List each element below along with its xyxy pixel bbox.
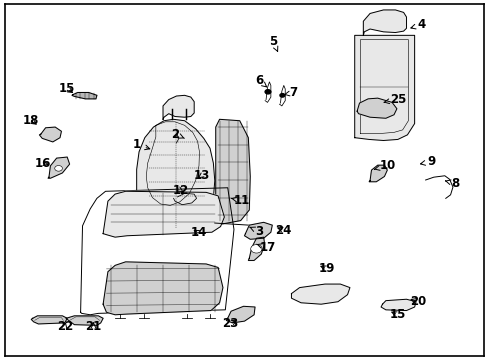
Polygon shape bbox=[103, 262, 223, 315]
Polygon shape bbox=[356, 98, 396, 118]
Text: 7: 7 bbox=[283, 86, 297, 99]
Text: 15: 15 bbox=[59, 82, 75, 95]
Polygon shape bbox=[40, 127, 61, 142]
Text: 13: 13 bbox=[193, 169, 209, 182]
Polygon shape bbox=[137, 119, 214, 231]
Polygon shape bbox=[66, 316, 103, 325]
Polygon shape bbox=[103, 191, 224, 237]
Circle shape bbox=[250, 244, 262, 253]
Text: 21: 21 bbox=[85, 320, 102, 333]
Text: 20: 20 bbox=[409, 295, 425, 308]
Text: 11: 11 bbox=[231, 194, 250, 207]
Text: 19: 19 bbox=[318, 262, 334, 275]
Polygon shape bbox=[226, 306, 255, 323]
Text: 10: 10 bbox=[374, 159, 396, 172]
Text: 9: 9 bbox=[420, 155, 435, 168]
Circle shape bbox=[280, 94, 284, 97]
Polygon shape bbox=[163, 95, 194, 119]
Text: 4: 4 bbox=[410, 18, 425, 31]
Polygon shape bbox=[380, 299, 415, 311]
Polygon shape bbox=[215, 119, 250, 224]
Text: 2: 2 bbox=[171, 128, 184, 141]
Text: 15: 15 bbox=[389, 308, 405, 321]
Polygon shape bbox=[291, 284, 349, 304]
Polygon shape bbox=[363, 10, 406, 35]
Polygon shape bbox=[248, 237, 264, 260]
Text: 17: 17 bbox=[256, 241, 275, 254]
Text: 18: 18 bbox=[23, 114, 40, 127]
Polygon shape bbox=[48, 157, 69, 178]
Text: 14: 14 bbox=[190, 226, 207, 239]
Polygon shape bbox=[354, 35, 414, 140]
Circle shape bbox=[264, 90, 270, 94]
Text: 12: 12 bbox=[173, 184, 189, 197]
Text: 5: 5 bbox=[268, 35, 277, 51]
Text: 8: 8 bbox=[445, 177, 459, 190]
Polygon shape bbox=[244, 222, 272, 239]
Text: 24: 24 bbox=[275, 224, 291, 237]
Polygon shape bbox=[72, 93, 97, 99]
Text: 22: 22 bbox=[57, 320, 73, 333]
Circle shape bbox=[55, 166, 62, 171]
Polygon shape bbox=[368, 165, 386, 182]
Text: 23: 23 bbox=[222, 318, 238, 330]
Text: 25: 25 bbox=[383, 93, 405, 106]
Polygon shape bbox=[31, 316, 67, 324]
Text: 1: 1 bbox=[132, 138, 149, 151]
Text: 6: 6 bbox=[254, 74, 266, 87]
Text: 16: 16 bbox=[35, 157, 51, 170]
Text: 3: 3 bbox=[249, 225, 263, 238]
